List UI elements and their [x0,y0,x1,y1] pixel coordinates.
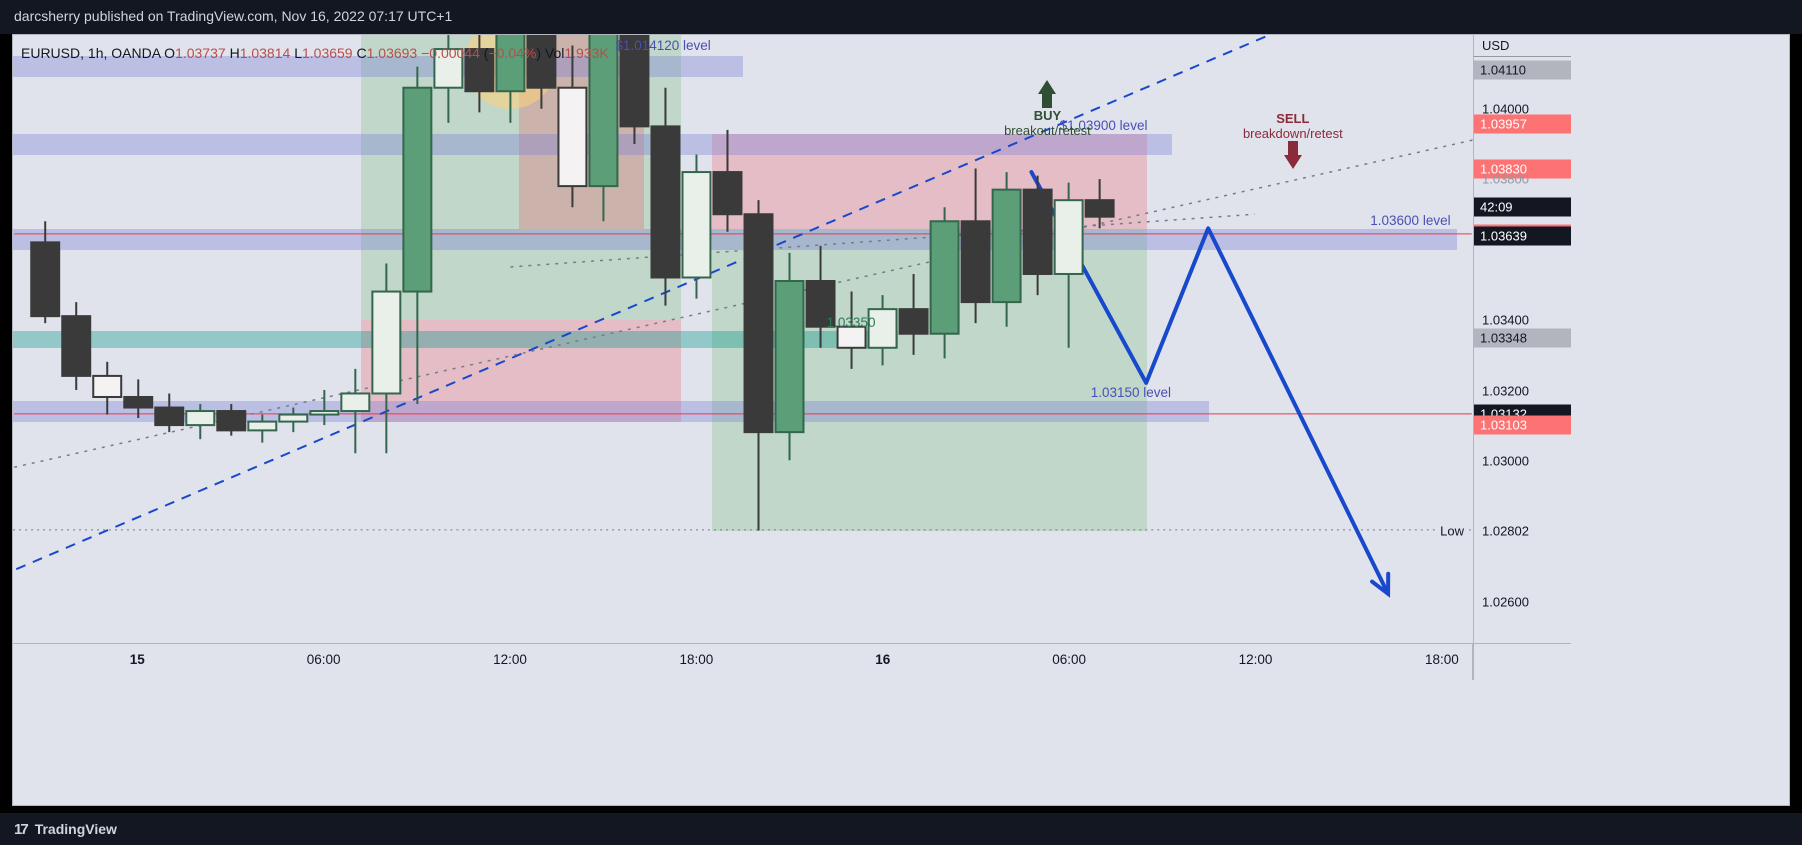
price-axis-unit: USD [1473,35,1571,57]
time-axis-tick: 15 [130,652,145,667]
price-axis-tag: 1.03103 [1474,415,1571,434]
price-axis-tick: 1.03200 [1482,383,1529,398]
level-label: 1.03600 level [1370,213,1450,228]
price-axis-tick: 1.02802 [1482,523,1529,538]
time-axis-tick: 12:00 [493,652,527,667]
sell-annotation: SELLbreakdown/retest [1233,111,1353,169]
time-axis-tick: 06:00 [307,652,341,667]
bar-countdown: 42:09 [1474,198,1571,217]
axis-corner [1473,644,1571,680]
time-axis-tick: 16 [875,652,890,667]
low-label: Low [1435,522,1469,539]
level-label: 1.03350 [827,315,876,330]
price-axis-tag: 1.03639 [1474,227,1571,246]
level-label: 1.03150 level [1091,385,1171,400]
level-label: $1.014120 level [615,38,710,53]
publish-text: darcsherry published on TradingView.com,… [14,8,452,24]
footer-bar: 17 TradingView [0,813,1802,845]
price-axis-tick: 1.03800 [1482,172,1529,187]
time-axis-tick: 12:00 [1239,652,1273,667]
publish-info-bar: darcsherry published on TradingView.com,… [0,0,1802,34]
price-axis-tag: 1.03348 [1474,329,1571,348]
price-axis-tick: 1.03400 [1482,313,1529,328]
price-axis-tag: 1.04110 [1474,61,1571,80]
time-axis-tick: 18:00 [1425,652,1459,667]
footer-brand: TradingView [35,821,117,837]
chart-plot-area[interactable]: EURUSD, 1h, OANDA O1.03737 H1.03814 L1.0… [13,35,1473,644]
time-axis[interactable]: 15 06:00 12:00 18:00 16 06:00 12:00 18:00 [13,644,1473,680]
price-axis-tick: 1.02600 [1482,594,1529,609]
time-axis-tick: 18:00 [679,652,713,667]
price-axis[interactable]: 1.041101.040001.039571.038301.038001.036… [1473,35,1571,644]
time-axis-tick: 06:00 [1052,652,1086,667]
symbol-ohlc-legend: EURUSD, 1h, OANDA O1.03737 H1.03814 L1.0… [21,45,609,61]
tradingview-logo-icon: 17 [14,821,29,838]
price-axis-tick: 1.03000 [1482,453,1529,468]
price-axis-tag: 1.03957 [1474,115,1571,134]
buy-annotation: BUYbreakout/retest [987,80,1107,138]
chart-container: USD EURUSD, 1h, OANDA O1.03737 H1.03814 … [12,34,1790,806]
